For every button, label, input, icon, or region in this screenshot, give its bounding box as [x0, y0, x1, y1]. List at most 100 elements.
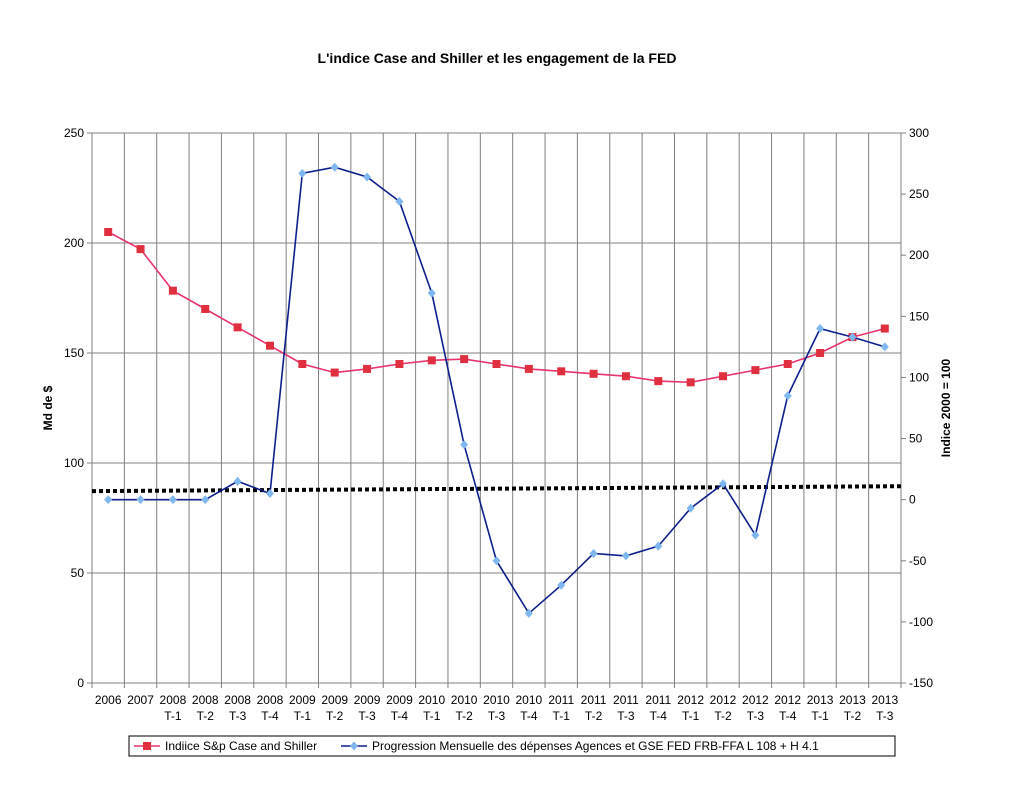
y2-tick-label: 300 — [909, 126, 929, 140]
grid — [92, 132, 901, 684]
data-point-case-shiller — [136, 245, 145, 254]
x-tick-label: 2012 — [677, 693, 704, 707]
x-tick-sublabel: T-2 — [585, 709, 603, 723]
data-point-case-shiller — [395, 360, 404, 368]
y-tick-label: 0 — [77, 676, 84, 690]
x-tick-label: 2013 — [871, 693, 898, 707]
data-point-fed — [460, 440, 469, 450]
x-tick-sublabel: T-4 — [391, 709, 409, 723]
legend-marker-case-shiller — [143, 742, 151, 750]
x-tick-label: 2009 — [386, 693, 413, 707]
data-point-case-shiller — [265, 341, 274, 350]
x-tick-sublabel: T-4 — [779, 709, 797, 723]
data-point-fed — [751, 530, 760, 540]
y-tick-label: 50 — [71, 566, 85, 580]
data-point-fed — [783, 391, 792, 401]
chart-title: L'indice Case and Shiller et les engagem… — [318, 50, 677, 66]
legend-label-case-shiller: Indiice S&p Case and Shiller — [165, 739, 317, 753]
x-tick-label: 2011 — [645, 693, 671, 707]
y-tick-label: 150 — [64, 346, 84, 360]
x-tick-label: 2008 — [192, 693, 219, 707]
x-tick-label: 2011 — [548, 693, 574, 707]
data-point-fed — [233, 476, 242, 486]
data-point-fed — [395, 196, 404, 206]
x-tick-sublabel: T-3 — [617, 709, 635, 723]
data-point-case-shiller — [363, 364, 372, 373]
data-point-fed — [168, 495, 177, 505]
data-point-fed — [201, 495, 210, 505]
trendline-line — [91, 484, 902, 494]
x-tick-sublabel: T-4 — [650, 709, 668, 723]
x-tick-sublabel: T-1 — [682, 709, 700, 723]
x-axis: 2006 2007 2008 T-1 2008 T-2 2008 T-3 2008 T-4 2009… — [91, 683, 902, 723]
x-tick-label: 2010 — [483, 693, 510, 707]
data-point-case-shiller — [751, 366, 760, 375]
x-tick-sublabel: T-1 — [811, 709, 829, 723]
data-point-case-shiller — [589, 369, 598, 378]
data-point-fed — [719, 479, 728, 489]
y2-tick-label: 200 — [909, 248, 929, 262]
x-tick-label: 2009 — [354, 693, 381, 707]
data-point-case-shiller — [621, 372, 630, 381]
right-axis: -150 -100 -50 0 50 100 150 200 250 300 — [901, 126, 933, 690]
x-tick-label: 2011 — [613, 693, 639, 707]
x-tick-label: 2013 — [839, 693, 866, 707]
x-tick-sublabel: T-2 — [714, 709, 732, 723]
y-tick-label: 250 — [64, 126, 84, 140]
y2-tick-label: -100 — [909, 615, 933, 629]
data-point-case-shiller — [330, 368, 339, 377]
data-point-case-shiller — [654, 377, 663, 386]
data-point-fed — [330, 162, 339, 172]
y2-tick-label: -50 — [909, 554, 927, 568]
series-layer — [104, 162, 889, 618]
x-tick-label: 2008 — [224, 693, 251, 707]
data-point-fed — [492, 556, 501, 566]
data-point-fed — [524, 608, 533, 618]
x-tick-sublabel: T-4 — [520, 709, 538, 723]
x-tick-label: 2012 — [710, 693, 737, 707]
data-point-fed — [265, 489, 274, 499]
x-tick-sublabel: T-2 — [844, 709, 862, 723]
x-tick-sublabel: T-3 — [358, 709, 376, 723]
left-axis: 0 50 100 150 200 250 — [64, 126, 92, 690]
data-point-fed — [136, 495, 145, 505]
x-tick-sublabel: T-2 — [197, 709, 215, 723]
legend-marker-fed — [350, 741, 358, 751]
x-tick-label: 2008 — [160, 693, 187, 707]
data-point-case-shiller — [104, 228, 113, 236]
x-tick-label: 2010 — [451, 693, 478, 707]
y2-tick-label: 50 — [909, 432, 923, 446]
x-tick-label: 2011 — [581, 693, 607, 707]
x-tick-label: 2013 — [807, 693, 834, 707]
x-tick-sublabel: T-3 — [876, 709, 894, 723]
data-point-fed — [298, 168, 307, 178]
x-tick-sublabel: T-3 — [747, 709, 765, 723]
data-point-case-shiller — [460, 355, 469, 364]
data-point-fed — [589, 548, 598, 558]
data-point-case-shiller — [686, 378, 695, 387]
x-tick-label: 2010 — [418, 693, 445, 707]
data-point-case-shiller — [719, 372, 728, 381]
data-point-case-shiller — [168, 286, 177, 295]
data-point-fed — [427, 288, 436, 298]
data-point-case-shiller — [816, 349, 825, 357]
trendline — [91, 484, 902, 494]
data-point-fed — [686, 503, 695, 513]
x-tick-label: 2007 — [127, 693, 154, 707]
x-tick-sublabel: T-3 — [488, 709, 506, 723]
series-line-1 — [108, 166, 886, 615]
y2-tick-label: 250 — [909, 187, 929, 201]
data-point-fed — [557, 580, 566, 590]
x-tick-label: 2012 — [742, 693, 769, 707]
x-tick-sublabel: T-4 — [261, 709, 279, 723]
legend: Indiice S&p Case and Shiller Progression… — [128, 735, 896, 757]
x-tick-sublabel: T-2 — [326, 709, 344, 723]
data-point-case-shiller — [427, 356, 436, 365]
y-axis-title: Md de $ — [41, 385, 55, 430]
y2-axis-title: Indice 2000 = 100 — [939, 358, 953, 457]
x-tick-sublabel: T-1 — [164, 709, 182, 723]
y-tick-label: 100 — [64, 456, 84, 470]
legend-label-fed: Progression Mensuelle des dépenses Agenc… — [372, 739, 819, 753]
x-tick-label: 2009 — [321, 693, 348, 707]
